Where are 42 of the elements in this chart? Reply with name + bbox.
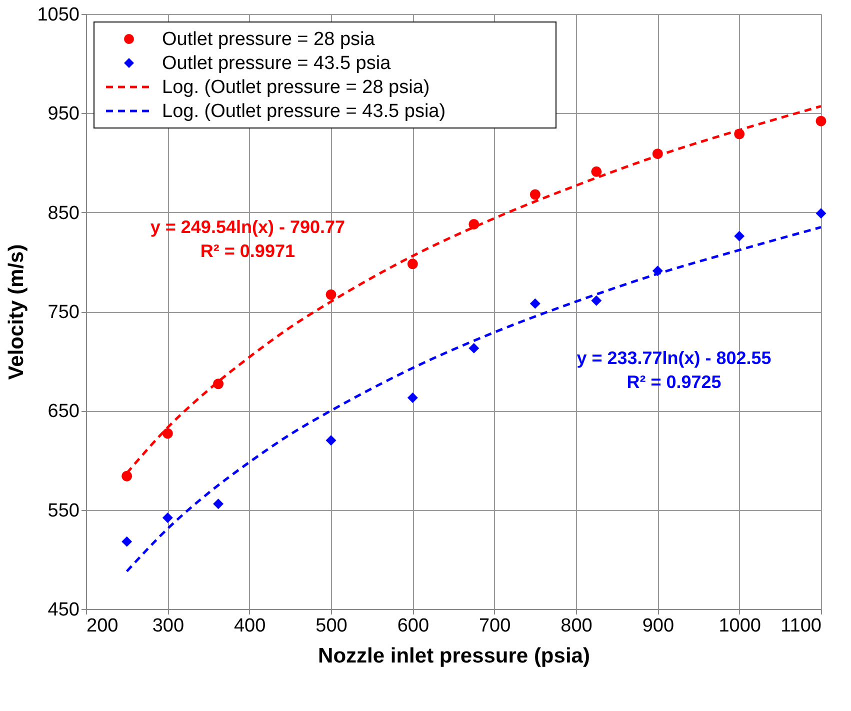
point [326,289,336,300]
point [591,295,602,306]
x-tick-label: 300 [152,616,184,636]
point [162,428,173,439]
point [162,512,173,524]
point [326,435,336,446]
point [213,498,224,510]
x-tick-label: 900 [642,616,674,636]
point [407,392,418,404]
y-tick-label: 650 [48,401,80,422]
x-tick-label: 500 [316,616,348,636]
y-tick-label: 750 [48,302,80,323]
x-tick-label: 1100 [780,616,822,636]
x-tick-label: 700 [478,616,511,636]
point [530,189,540,200]
point [122,470,132,482]
point [407,258,418,270]
x-tick-label: 1000 [718,616,761,636]
annotation: y = 249.54ln(x) - 790.77 R² = 0.9971 [150,217,346,262]
x-axis-title: Nozzle inlet pressure (psia) [318,644,590,668]
x-tick-label: 600 [397,616,430,636]
point [468,342,480,354]
point [816,116,826,126]
legend-label: Outlet pressure = 28 psia [162,29,376,50]
legend-label: Log. (Outlet pressure = 28 psia) [162,77,430,98]
point [591,166,602,177]
point [816,208,826,219]
y-tick-label: 1050 [37,4,80,26]
point [734,230,745,242]
legend-label: Log. (Outlet pressure = 43.5 psia) [162,101,446,122]
legend-label: Outlet pressure = 43.5 psia [162,53,392,74]
x-tick-label: 800 [560,616,592,636]
y-axis-title: Velocity (m/s) [5,244,28,380]
y-tick-label: 550 [48,500,80,522]
y-tick-label: 950 [48,104,80,125]
y-tick-label: 850 [48,202,80,224]
point [122,536,132,547]
point [530,298,540,309]
x-tick-label: 200 [86,616,118,636]
x-tick-label: 400 [234,616,266,636]
annotation: y = 233.77ln(x) - 802.55 R² = 0.9725 [576,348,772,392]
y-tick-label: 450 [48,600,80,620]
